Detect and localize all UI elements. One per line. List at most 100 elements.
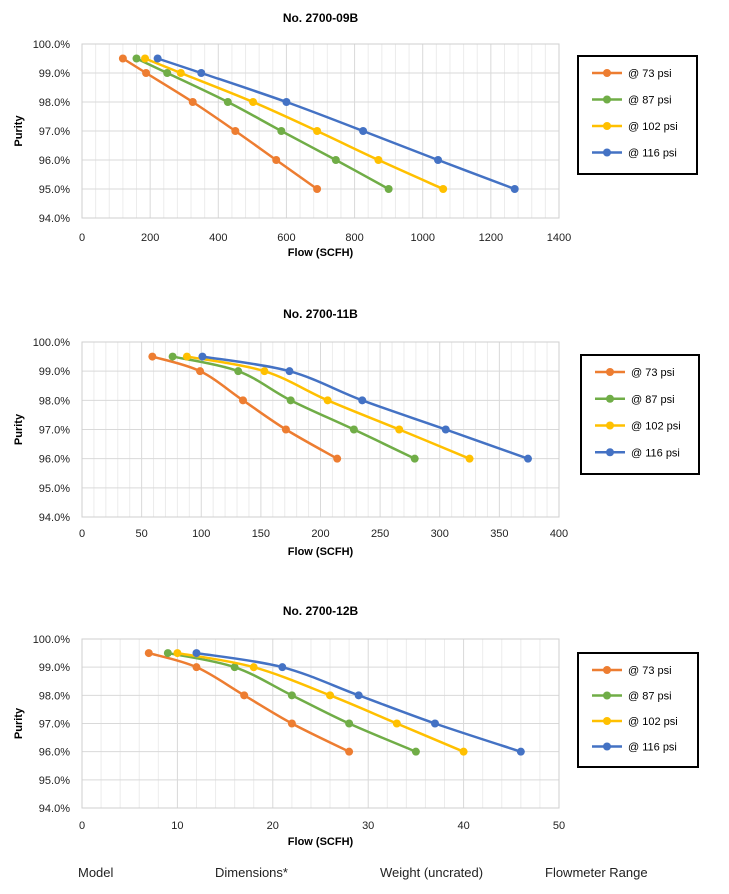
legend-label: @ 73 psi <box>628 68 672 80</box>
legend-label: @ 87 psi <box>628 95 672 107</box>
series-line <box>202 355 529 460</box>
y-axis-label: Purity <box>13 115 25 147</box>
y-axis-label: Purity <box>13 707 25 739</box>
data-point <box>354 691 363 700</box>
series-line <box>186 355 471 460</box>
x-tick-label: 100 <box>192 528 210 540</box>
series-line <box>144 57 444 191</box>
legend-swatch-marker <box>603 122 611 130</box>
series-line <box>196 651 522 753</box>
chart-svg: No. 2700-12B 0 10 20 30 40 50 94.0% 95.0% 96.0% 97… <box>13 604 699 848</box>
x-axis-label: Flow (SCFH) <box>288 546 354 558</box>
x-tick-label: 400 <box>209 232 227 244</box>
data-point <box>277 127 286 135</box>
data-point <box>349 425 358 434</box>
legend-label: @ 116 psi <box>631 447 680 459</box>
series-line <box>151 355 338 460</box>
legend-swatch-marker <box>606 368 614 376</box>
legend-label: @ 87 psi <box>628 691 672 703</box>
x-tick-label: 1000 <box>410 232 434 244</box>
x-axis-label: Flow (SCFH) <box>288 247 354 259</box>
data-point <box>197 69 206 77</box>
data-point <box>313 185 322 193</box>
data-point <box>272 156 281 164</box>
header-dimensions: Dimensions* <box>215 865 288 880</box>
x-tick-label: 600 <box>277 232 295 244</box>
data-point <box>238 396 247 405</box>
x-tick-label: 150 <box>252 528 270 540</box>
legend-label: @ 102 psi <box>631 421 681 433</box>
y-tick-label: 98.0% <box>39 395 70 407</box>
data-point <box>148 352 157 361</box>
data-point <box>358 396 367 405</box>
y-tick-label: 99.0% <box>39 366 70 378</box>
x-tick-label: 10 <box>171 820 183 832</box>
data-point <box>465 454 474 463</box>
x-tick-label: 800 <box>345 232 363 244</box>
data-point <box>430 719 439 728</box>
data-point <box>249 98 258 106</box>
y-tick-label: 99.0% <box>39 662 70 674</box>
data-point <box>359 127 368 135</box>
data-point <box>173 649 182 658</box>
data-point <box>313 127 322 135</box>
chart-title: No. 2700-09B <box>283 11 359 25</box>
legend-label: @ 102 psi <box>628 121 678 133</box>
y-tick-label: 94.0% <box>39 213 70 225</box>
x-tick-label: 200 <box>311 528 329 540</box>
chart-svg: No. 2700-09B 0 200 400 600 800 1000 1200 1400 94.… <box>13 11 698 259</box>
x-tick-label: 50 <box>136 528 148 540</box>
data-point <box>188 98 197 106</box>
legend-swatch-marker <box>603 148 611 157</box>
data-point <box>192 649 201 658</box>
legend-swatch-marker <box>603 691 611 700</box>
x-tick-label: 0 <box>79 232 85 244</box>
y-tick-label: 100.0% <box>33 39 71 51</box>
data-point <box>392 719 401 728</box>
header-model: Model <box>78 865 114 880</box>
x-tick-label: 300 <box>431 528 449 540</box>
chart-title: No. 2700-11B <box>283 307 358 321</box>
data-point <box>287 719 296 728</box>
header-flowmeter-range: Flowmeter Range <box>545 865 648 880</box>
data-point <box>176 69 185 77</box>
y-axis-label: Purity <box>13 413 25 445</box>
data-point <box>434 156 443 164</box>
data-point <box>231 127 240 135</box>
x-tick-label: 400 <box>550 528 568 540</box>
chart-svg: No. 2700-11B 0 50 100 150 200 250 300 350 400 94.0… <box>13 307 700 558</box>
data-point <box>384 185 393 193</box>
data-point <box>326 691 335 700</box>
y-tick-label: 97.0% <box>39 425 70 437</box>
y-tick-label: 95.0% <box>39 184 70 196</box>
y-tick-label: 95.0% <box>39 775 70 787</box>
data-point <box>142 69 151 77</box>
data-point <box>333 454 342 463</box>
y-tick-label: 100.0% <box>33 634 71 646</box>
data-point <box>285 367 294 376</box>
data-point <box>282 98 291 106</box>
legend-label: @ 73 psi <box>628 665 672 677</box>
data-point <box>163 649 172 658</box>
data-point <box>168 352 177 361</box>
chart-2700-12B: No. 2700-12B 0 10 20 30 40 50 94.0% 95.0% 96.0% 97… <box>0 595 729 850</box>
y-tick-label: 97.0% <box>39 126 70 138</box>
x-tick-label: 350 <box>490 528 508 540</box>
x-tick-label: 30 <box>362 820 374 832</box>
series-line <box>157 57 516 191</box>
data-point <box>141 54 150 63</box>
legend-swatch-marker <box>603 742 611 751</box>
data-point <box>523 454 532 463</box>
x-axis-label: Flow (SCFH) <box>288 836 354 848</box>
data-point <box>439 185 448 193</box>
legend-swatch-marker <box>603 717 611 725</box>
data-point <box>196 367 205 376</box>
plot-area <box>81 341 560 518</box>
header-weight: Weight (uncrated) <box>380 865 484 880</box>
data-point <box>153 54 162 63</box>
x-tick-label: 0 <box>79 820 85 832</box>
data-point <box>374 156 383 164</box>
y-tick-label: 96.0% <box>39 747 70 759</box>
data-point <box>234 367 243 376</box>
y-tick-label: 94.0% <box>39 803 70 815</box>
